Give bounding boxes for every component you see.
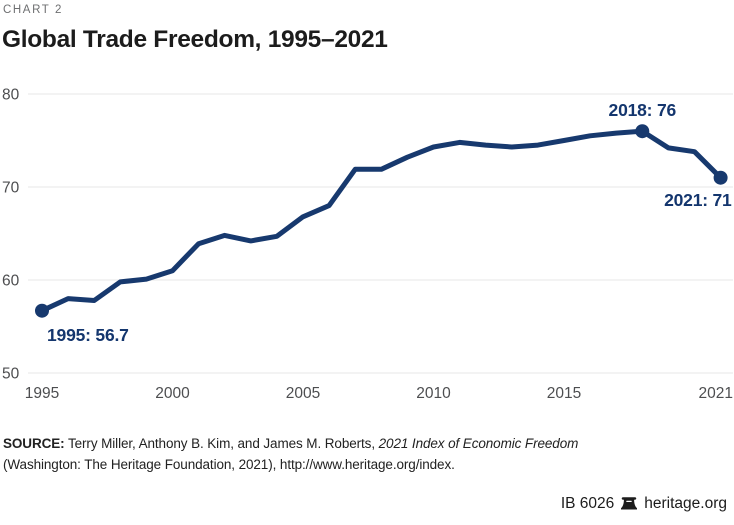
trade-freedom-line (39, 128, 724, 314)
x-tick-label-2021: 2021 (699, 385, 733, 402)
x-tick-label-2015: 2015 (547, 385, 581, 402)
data-point-1995 (35, 303, 49, 318)
site-name: heritage.org (644, 495, 727, 512)
data-label-2018: 2018: 76 (608, 100, 677, 121)
y-tick-label-70: 70 (2, 180, 20, 197)
x-tick-label-2010: 2010 (416, 385, 451, 402)
y-tick-label-60: 60 (2, 273, 20, 290)
doc-id: IB 6026 (560, 495, 615, 512)
footer-credit: IB 6026 heritage.org (561, 495, 727, 513)
data-point-2021 (713, 170, 728, 185)
line-chart: 80 70 60 50 1995 2000 2005 2010 2015 2021 1995: 5… (0, 78, 734, 410)
source-authors: Terry Miller, Anthony B. Kim, and James … (64, 436, 379, 451)
x-tick-label-2005: 2005 (286, 385, 320, 402)
source-publisher: (Washington: The Heritage Foundation, 20… (3, 457, 455, 473)
chart-canvas: 80 70 60 50 1995 2000 2005 2010 2015 2021 (2, 87, 733, 402)
x-tick-label-2000: 2000 (155, 385, 190, 402)
data-point-2018 (635, 124, 650, 139)
y-tick-label-80: 80 (2, 87, 20, 104)
liberty-bell-icon (621, 496, 638, 509)
x-tick-label-1995: 1995 (25, 385, 59, 402)
chart-kicker: CHART 2 (3, 4, 63, 16)
data-label-1995: 1995: 56.7 (47, 324, 129, 345)
source-label: SOURCE: (3, 436, 65, 451)
y-tick-label-50: 50 (2, 366, 20, 383)
chart-title: Global Trade Freedom, 1995–2021 (2, 26, 388, 53)
data-label-2021: 2021: 71 (664, 189, 732, 210)
source-note: SOURCE: Terry Miller, Anthony B. Kim, an… (3, 433, 703, 475)
source-work-title: 2021 Index of Economic Freedom (378, 436, 579, 451)
